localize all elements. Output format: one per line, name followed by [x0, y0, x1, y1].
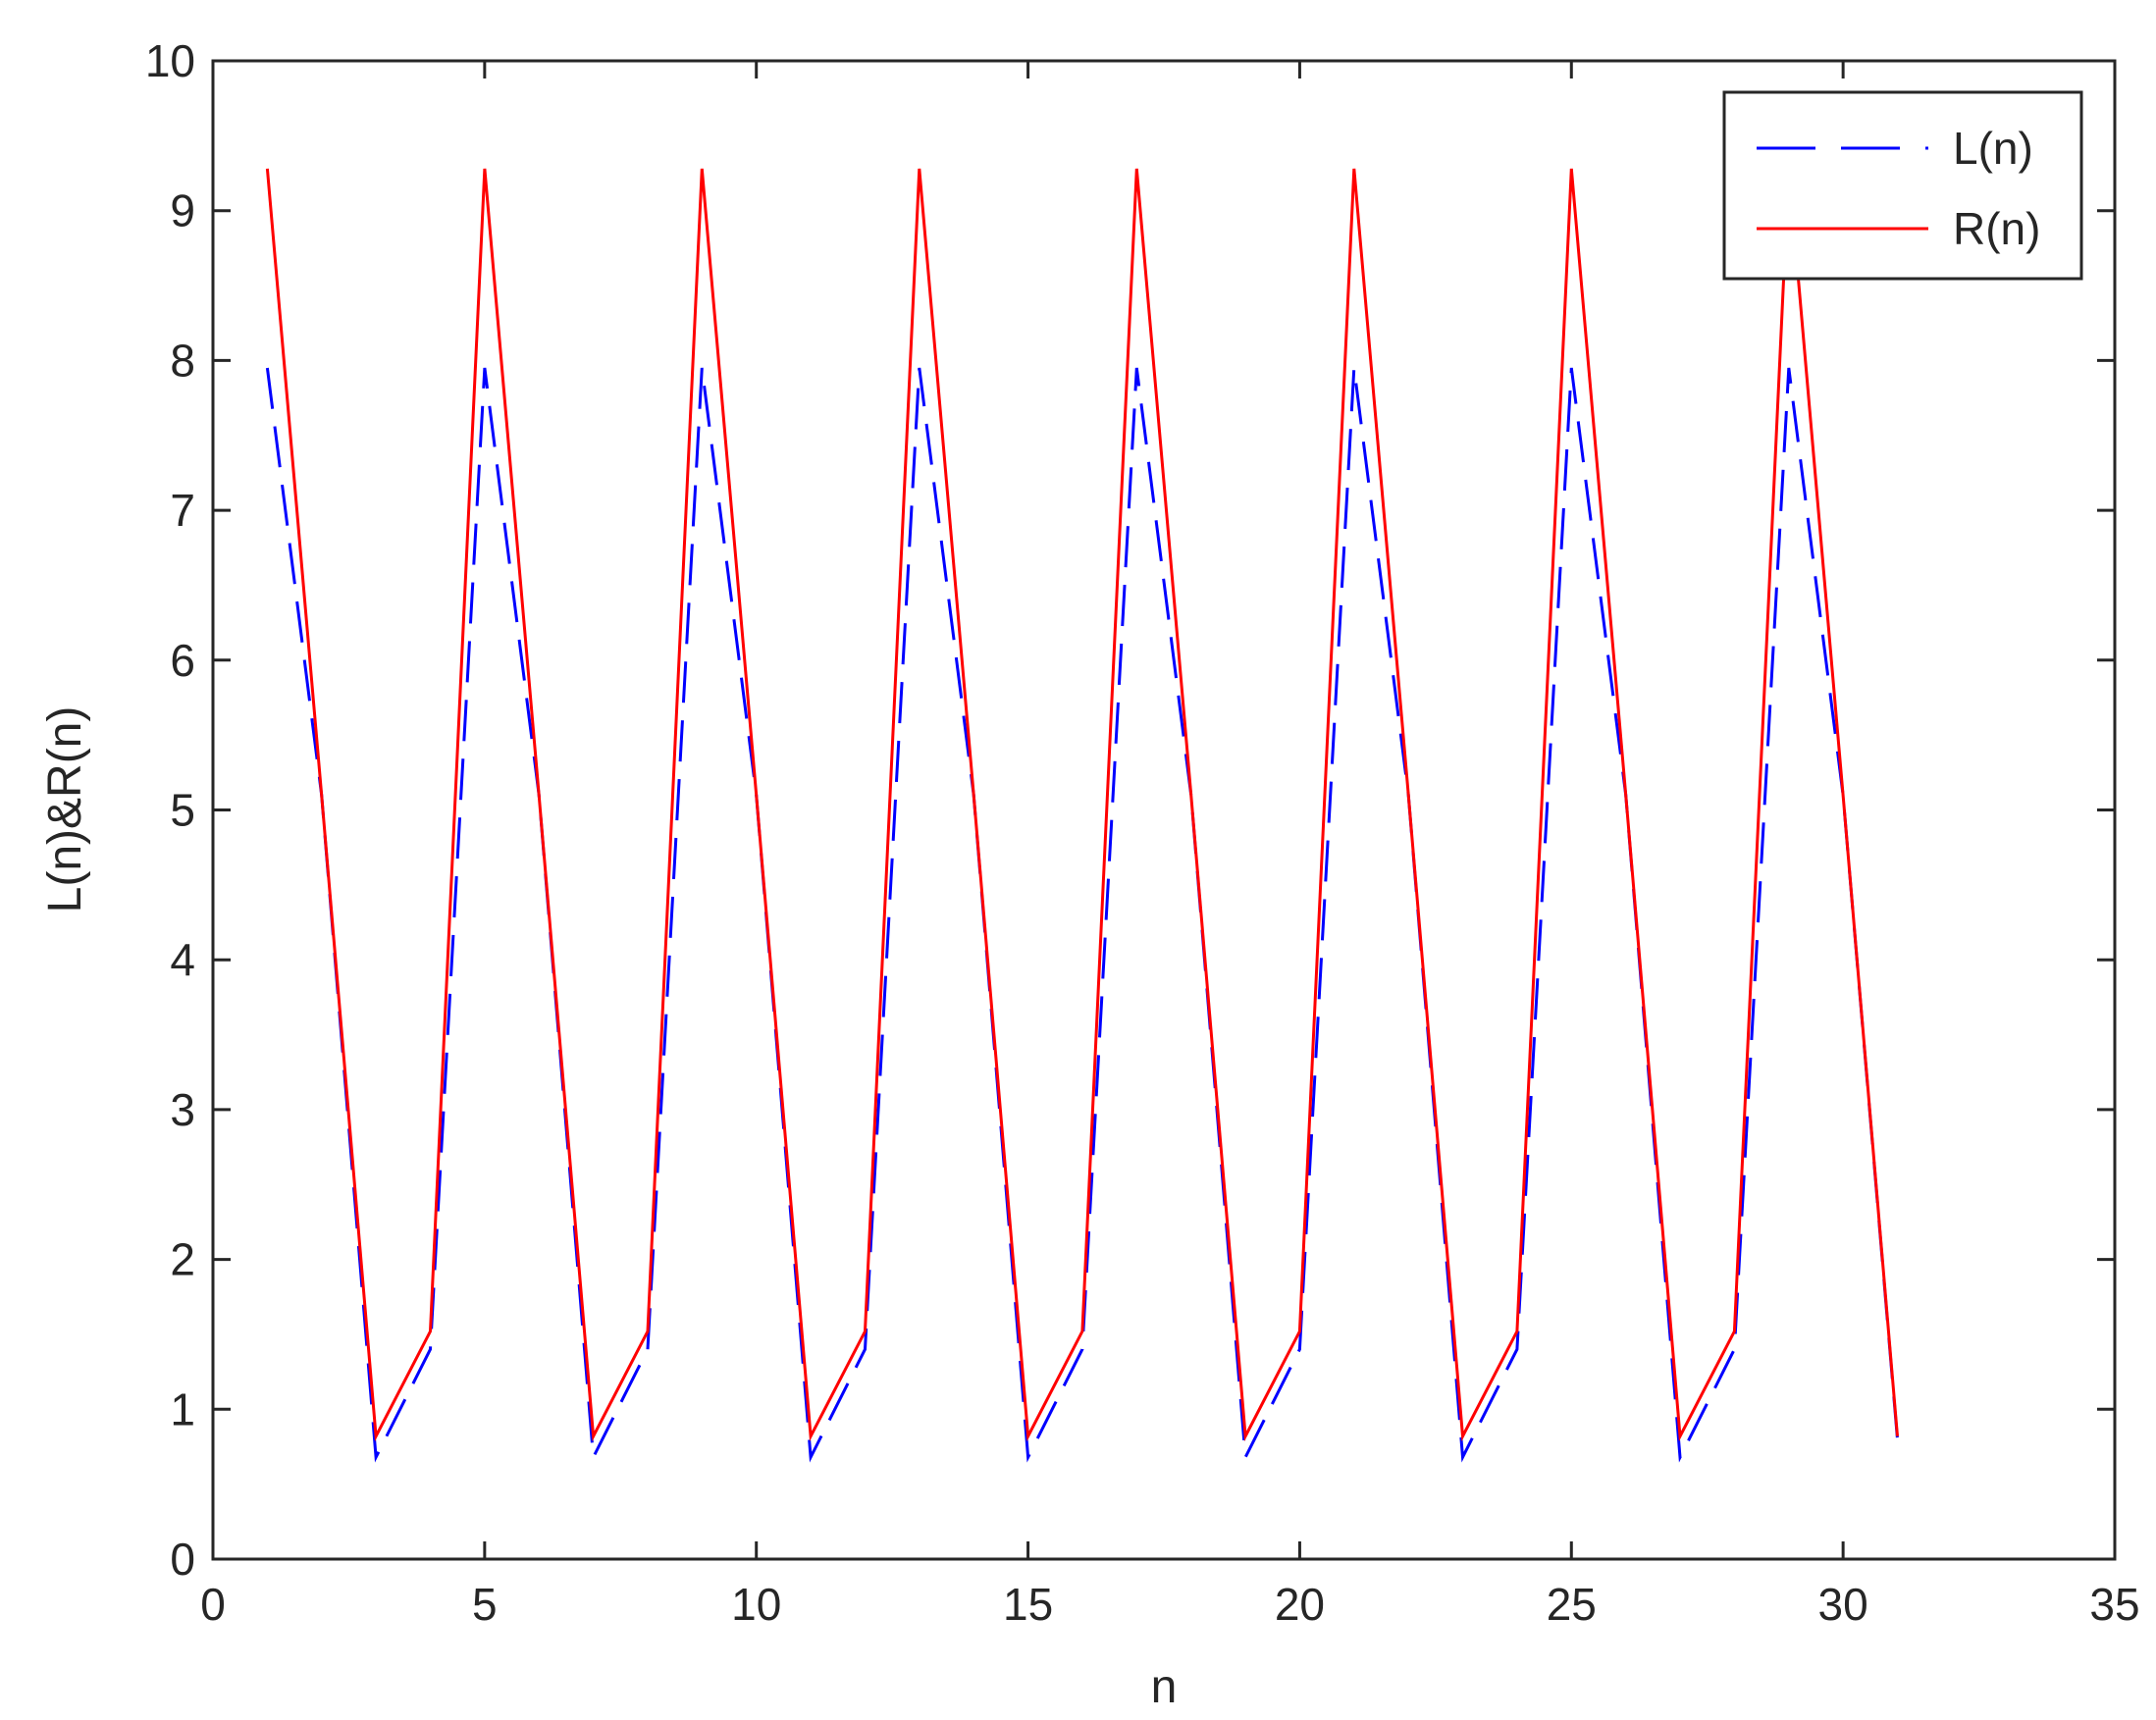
plot-frame [211, 59, 2117, 1561]
y-axis-label: L(n)&R(n) [39, 706, 91, 913]
y-tick-label-6: 6 [170, 635, 195, 686]
x-axis-label: n [1151, 1661, 1178, 1713]
y-tick-label-2: 2 [170, 1234, 195, 1285]
series-line-r [265, 168, 1899, 1442]
y-tick-label-10: 10 [145, 35, 195, 86]
series-layer [265, 168, 1899, 1463]
y-tick-label-9: 9 [170, 185, 195, 236]
legend: L(n) R(n) [1722, 90, 2083, 281]
y-tick-label-0: 0 [170, 1534, 195, 1585]
ticks-layer: 0 5 10 15 20 25 30 35 0 1 2 3 4 5 6 7 8 9 10 [145, 35, 2140, 1630]
legend-box [1722, 90, 2083, 281]
y-tick-label-5: 5 [170, 785, 195, 836]
x-tick-label-0: 0 [200, 1579, 226, 1630]
y-tick-label-8: 8 [170, 335, 195, 386]
plot-background [213, 61, 2115, 1559]
y-tick-label-7: 7 [170, 485, 195, 536]
x-tick-label-6: 30 [1818, 1579, 1868, 1630]
legend-label-l: L(n) [1953, 123, 2033, 174]
y-tick-label-1: 1 [170, 1383, 195, 1434]
x-tick-label-1: 5 [472, 1579, 498, 1630]
x-tick-label-5: 25 [1547, 1579, 1597, 1630]
legend-label-r: R(n) [1953, 203, 2040, 254]
x-tick-label-3: 15 [1003, 1579, 1053, 1630]
y-tick-label-4: 4 [170, 934, 195, 985]
x-tick-label-7: 35 [2089, 1579, 2139, 1630]
y-tick-label-3: 3 [170, 1084, 195, 1135]
x-tick-label-4: 20 [1275, 1579, 1325, 1630]
x-tick-label-2: 10 [731, 1579, 781, 1630]
